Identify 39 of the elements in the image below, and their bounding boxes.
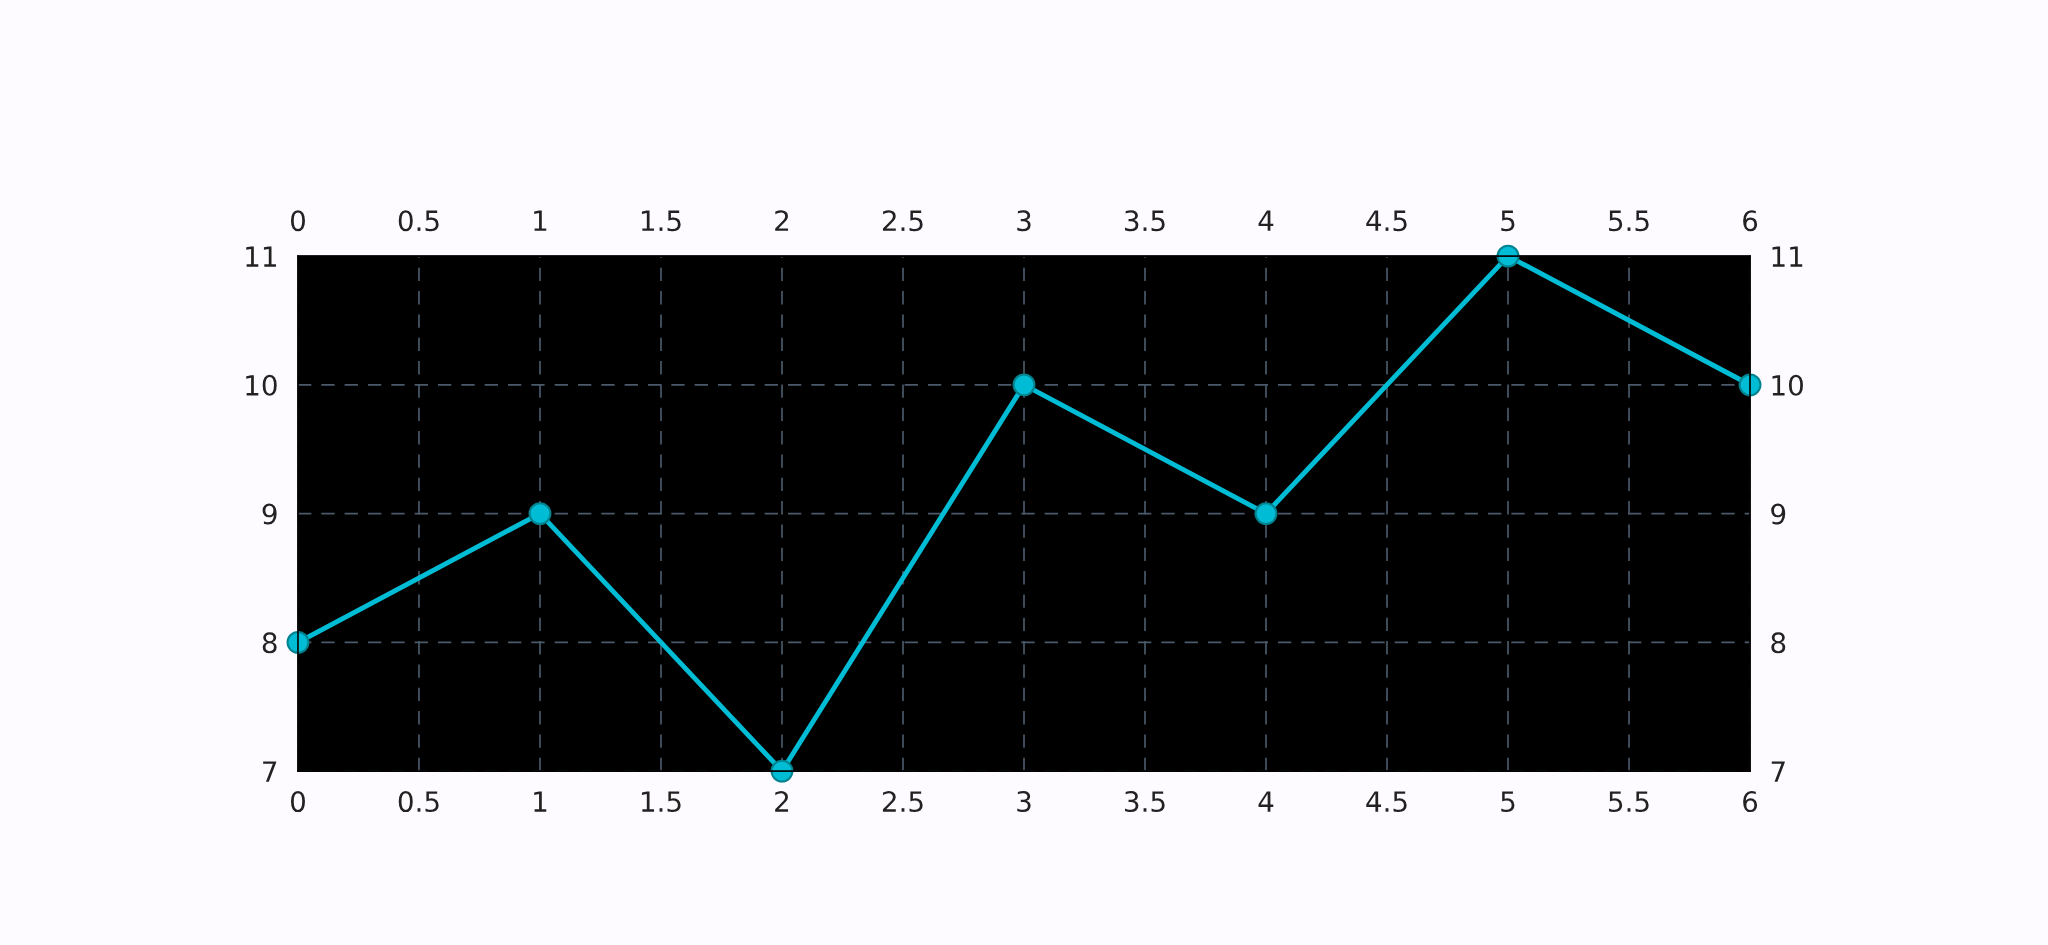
x-tick-label: 5.5 xyxy=(1609,791,1649,813)
y-tick-label: 7 xyxy=(263,761,277,782)
x2-tick-label: 1.5 xyxy=(641,210,681,232)
y2-tick-label: 7 xyxy=(1771,761,1785,782)
y-tick-label: 8 xyxy=(262,632,277,654)
x2-tick-label: 0 xyxy=(290,210,305,232)
y2-tick-label: 10 xyxy=(1772,374,1803,396)
y2-tick-label: 11 xyxy=(1772,246,1803,267)
y2-tick-label: 8 xyxy=(1771,632,1786,654)
x-tick-label: 6 xyxy=(1743,791,1758,813)
x2-tick-label: 5 xyxy=(1501,210,1515,232)
x2-tick-label: 2.5 xyxy=(882,210,923,232)
x2-tick-label: 3 xyxy=(1017,210,1031,232)
y-tick-label: 10 xyxy=(246,374,277,396)
x2-tick-label: 2 xyxy=(775,210,789,231)
x-tick-label: 1.5 xyxy=(641,791,681,813)
x2-tick-label: 1 xyxy=(534,210,547,231)
y-tick-label: 9 xyxy=(262,503,277,525)
x-tick-label: 2.5 xyxy=(882,791,923,813)
x2-tick-label: 3.5 xyxy=(1125,210,1165,232)
point xyxy=(1254,502,1278,526)
x-tick-label: 1 xyxy=(534,791,547,812)
x-tick-label: 5 xyxy=(1501,791,1515,813)
x-tick-label: 0 xyxy=(290,791,305,813)
y2-tick-label: 9 xyxy=(1771,503,1786,525)
x-tick-label: 4.5 xyxy=(1366,791,1407,813)
x-tick-label: 2 xyxy=(775,791,789,812)
x-tick-label: 0.5 xyxy=(398,791,439,813)
x2-tick-label: 6 xyxy=(1743,210,1758,232)
x2-tick-label: 0.5 xyxy=(398,210,439,232)
y-tick-label: 11 xyxy=(246,246,276,267)
x2-tick-label: 4 xyxy=(1258,210,1274,231)
point xyxy=(1012,373,1036,397)
x2-tick-label: 5.5 xyxy=(1609,210,1649,232)
point xyxy=(528,502,552,526)
x-tick-label: 4 xyxy=(1258,791,1274,812)
x-tick-label: 3 xyxy=(1017,791,1031,813)
x2-tick-label: 4.5 xyxy=(1366,210,1407,232)
x-tick-label: 3.5 xyxy=(1125,791,1165,813)
